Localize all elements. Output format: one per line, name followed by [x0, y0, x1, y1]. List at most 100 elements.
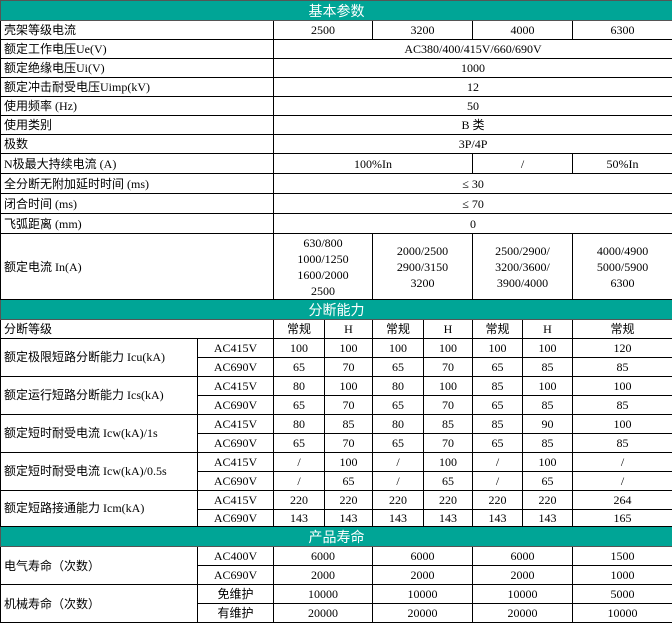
- cell-value: 65: [472, 357, 523, 377]
- cell-value: 1500: [571, 546, 672, 566]
- cell-value: 65: [472, 395, 523, 415]
- voltage-label: AC690V: [197, 509, 274, 527]
- cell-value: 10000: [571, 603, 672, 623]
- cell-value: 85: [571, 357, 672, 377]
- voltage-label: AC690V: [197, 357, 274, 377]
- table-row: 全分断无附加延时时间 (ms) ≤ 30: [0, 173, 672, 194]
- grade-cell: H: [423, 319, 473, 339]
- cell-value: 85: [522, 395, 573, 415]
- table-row: 额定短时耐受电流 Icw(kA)/0.5s AC415V/100/100/100/: [0, 452, 672, 491]
- row-label: 机械寿命（次数）: [0, 584, 198, 623]
- cell-value: 70: [423, 433, 473, 453]
- grade-cell: 常规: [372, 319, 424, 339]
- section-title: 产品寿命: [0, 526, 672, 547]
- grade-cell: 常规: [571, 319, 672, 339]
- cell-value: 50%In: [571, 153, 672, 174]
- row-label: 使用频率 (Hz): [0, 96, 274, 116]
- table-row: 分断等级 常规 H 常规 H 常规 H 常规: [0, 319, 672, 339]
- cell-value: 1000: [571, 565, 672, 585]
- cell-value: 220: [423, 490, 473, 510]
- cell-value: 4000/4900 5000/5900 6300: [571, 233, 672, 300]
- row-label: 额定绝缘电压Ui(V): [0, 58, 274, 78]
- row-label: 额定短时耐受电流 Icw(kA)/1s: [0, 414, 198, 453]
- cell-value: 143: [472, 509, 523, 527]
- cell-value: 220: [522, 490, 573, 510]
- voltage-label: AC690V: [197, 565, 274, 585]
- cell-value: 90: [522, 414, 573, 434]
- cell-value: 220: [324, 490, 373, 510]
- cell-value: /: [372, 452, 424, 472]
- row-label: 额定极限短路分断能力 Icu(kA): [0, 338, 198, 377]
- cell-value: /: [571, 471, 672, 491]
- row-label: 额定冲击耐受电压Uimp(kV): [0, 77, 274, 97]
- section-header: 产品寿命: [0, 526, 672, 547]
- cell-value: /: [472, 471, 523, 491]
- cell-value: AC380/400/415V/660/690V: [272, 39, 672, 59]
- cell-value: 70: [423, 395, 473, 415]
- cell-value: 65: [273, 395, 325, 415]
- cell-value: 85: [571, 395, 672, 415]
- table-row: N极最大持续电流 (A) 100%In/50%In: [0, 153, 672, 174]
- cell-value: 630/800 1000/1250 1600/2000 2500: [273, 233, 373, 300]
- cell-value: 6000: [372, 546, 473, 566]
- table-row: 额定短时耐受电流 Icw(kA)/1s AC415V 80 85 80 85 85 90 100: [0, 414, 672, 453]
- cell-value: 100: [522, 376, 573, 396]
- cell-value: 2000/2500 2900/3150 3200: [372, 233, 473, 300]
- voltage-label: AC690V: [197, 395, 274, 415]
- section-header: 分断能力: [0, 299, 672, 320]
- cell-value: 100%In: [273, 153, 473, 174]
- cell-value: 20000: [372, 603, 473, 623]
- cell-value: 85: [423, 414, 473, 434]
- cell-value: /: [273, 471, 325, 491]
- cell-value: 80: [372, 376, 424, 396]
- cell-value: 143: [372, 509, 424, 527]
- cell-value: 80: [372, 414, 424, 434]
- cell-value: 143: [522, 509, 573, 527]
- cell-value: 220: [372, 490, 424, 510]
- grade-cell: 常规: [472, 319, 523, 339]
- voltage-label: AC415V: [197, 452, 274, 472]
- voltage-label: AC415V: [197, 376, 274, 396]
- cell-value: 100: [423, 376, 473, 396]
- cell-value: 65: [372, 433, 424, 453]
- cell-value: 100: [571, 376, 672, 396]
- row-label: 壳架等级电流: [0, 20, 274, 40]
- cell-value: 10000: [273, 584, 373, 604]
- cell-value: 12: [272, 77, 672, 97]
- row-label: 电气寿命（次数）: [0, 546, 198, 585]
- row-label: 额定工作电压Ue(V): [0, 39, 274, 59]
- cell-value: 100: [472, 338, 523, 358]
- cell-value: 100: [372, 338, 424, 358]
- cell-value: B 类: [272, 115, 672, 135]
- grade-cell: H: [522, 319, 573, 339]
- cell-value: 65: [423, 471, 473, 491]
- cell-value: 50: [272, 96, 672, 116]
- table-row: 额定绝缘电压Ui(V) 1000: [0, 58, 672, 78]
- table-row: 飞弧距离 (mm) 0: [0, 213, 672, 234]
- cell-value: /: [372, 471, 424, 491]
- cell-value: 80: [273, 414, 325, 434]
- cell-value: 100: [423, 338, 473, 358]
- cell-value: 220: [273, 490, 325, 510]
- cell-value: 70: [423, 357, 473, 377]
- cell-value: 165: [571, 509, 672, 527]
- section-title: 基本参数: [0, 0, 672, 21]
- cell-value: 85: [571, 433, 672, 453]
- cell-value: 0: [272, 213, 672, 234]
- row-label: 极数: [0, 134, 274, 154]
- cell-value: /: [273, 452, 325, 472]
- voltage-label: 有维护: [197, 603, 274, 623]
- voltage-label: 免维护: [197, 584, 274, 604]
- cell-value: 65: [472, 433, 523, 453]
- cell-value: ≤ 30: [272, 173, 672, 194]
- cell-value: 120: [571, 338, 672, 358]
- cell-value: 6000: [273, 546, 373, 566]
- row-label: 额定短时耐受电流 Icw(kA)/0.5s: [0, 452, 198, 491]
- grade-cell: 常规: [273, 319, 325, 339]
- cell-value: 10000: [472, 584, 573, 604]
- cell-value: 70: [324, 357, 373, 377]
- voltage-label: AC400V: [197, 546, 274, 566]
- voltage-label: AC415V: [197, 414, 274, 434]
- table-row: 极数 3P/4P: [0, 134, 672, 154]
- cell-value: 85: [522, 357, 573, 377]
